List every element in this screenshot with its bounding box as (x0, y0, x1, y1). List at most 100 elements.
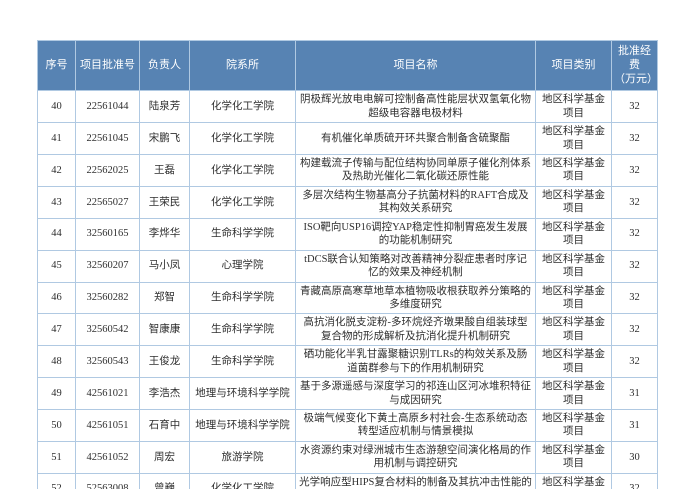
cell-grant-no: 52563008 (75, 472, 140, 489)
cell-pi: 王俊龙 (139, 345, 190, 379)
cell-grant-no: 42561051 (75, 409, 140, 442)
cell-category: 地区科学基金项目 (535, 409, 612, 442)
project-row: 41 22561045 宋鹏飞 化学化工学院 有机催化单质硫开环共聚合制备含硫聚… (37, 122, 658, 155)
cell-funding: 32 (611, 217, 658, 251)
cell-no: 44 (37, 217, 76, 251)
cell-department: 生命科学学院 (189, 345, 296, 379)
cell-pi: 李烨华 (139, 217, 190, 251)
cell-grant-no: 22561045 (75, 122, 140, 155)
cell-funding: 32 (611, 154, 658, 187)
cell-title: 有机催化单质硫开环共聚合制备含硫聚酯 (295, 122, 536, 155)
col-header-pi: 负责人 (139, 39, 190, 92)
cell-title: 青藏高原高寒草地草本植物吸收根获取养分策略的多维度研究 (295, 281, 536, 315)
cell-grant-no: 22562025 (75, 154, 140, 187)
cell-no: 48 (37, 345, 76, 379)
cell-funding: 32 (611, 472, 658, 489)
cell-grant-no: 32560207 (75, 249, 140, 283)
cell-pi: 郑智 (139, 281, 190, 315)
cell-title: 水资源约束对绿洲城市生态游憩空间演化格局的作用机制与调控研究 (295, 440, 536, 474)
funded-projects-table: 序号 项目批准号 负责人 院系所 项目名称 项目类别 批准经费 （万元） 40 … (37, 39, 658, 489)
table-body: 40 22561044 陆泉芳 化学化工学院 阴极辉光放电电解可控制备高性能层状… (37, 90, 658, 489)
cell-category: 地区科学基金项目 (535, 185, 612, 219)
cell-department: 地理与环境科学学院 (189, 377, 296, 410)
cell-funding: 32 (611, 249, 658, 283)
cell-department: 心理学院 (189, 249, 296, 283)
cell-category: 地区科学基金项目 (535, 90, 612, 124)
cell-funding: 32 (611, 122, 658, 155)
cell-department: 化学化工学院 (189, 90, 296, 124)
cell-title: 高抗消化脱支淀粉-多环烷烃齐墩果酸自组装球型复合物的形成解析及抗消化提升机制研究 (295, 313, 536, 347)
cell-funding: 31 (611, 377, 658, 410)
cell-department: 化学化工学院 (189, 472, 296, 489)
cell-grant-no: 22561044 (75, 90, 140, 124)
cell-funding: 32 (611, 281, 658, 315)
project-row: 42 22562025 王磊 化学化工学院 构建载流子传输与配位结构协同单原子催… (37, 154, 658, 187)
cell-department: 地理与环境科学学院 (189, 409, 296, 442)
cell-title: 极端气候变化下黄土高原乡村社会-生态系统动态转型适应机制与情景模拟 (295, 409, 536, 442)
col-header-no: 序号 (37, 39, 76, 92)
table-header: 序号 项目批准号 负责人 院系所 项目名称 项目类别 批准经费 （万元） (37, 39, 658, 92)
cell-title: 多层次结构生物基高分子抗菌材料的RAFT合成及其构效关系研究 (295, 185, 536, 219)
cell-category: 地区科学基金项目 (535, 472, 612, 489)
cell-title: 阴极辉光放电电解可控制备高性能层状双氢氧化物超级电容器电极材料 (295, 90, 536, 124)
cell-category: 地区科学基金项目 (535, 345, 612, 379)
cell-no: 45 (37, 249, 76, 283)
cell-pi: 王荣民 (139, 185, 190, 219)
cell-no: 40 (37, 90, 76, 124)
cell-no: 43 (37, 185, 76, 219)
cell-funding: 30 (611, 440, 658, 474)
cell-category: 地区科学基金项目 (535, 377, 612, 410)
cell-pi: 李浩杰 (139, 377, 190, 410)
cell-funding: 32 (611, 313, 658, 347)
cell-category: 地区科学基金项目 (535, 217, 612, 251)
project-row: 48 32560543 王俊龙 生命科学学院 硒功能化半乳甘露聚糖识别TLRs的… (37, 345, 658, 379)
cell-no: 51 (37, 440, 76, 474)
cell-category: 地区科学基金项目 (535, 122, 612, 155)
project-row: 44 32560165 李烨华 生命科学学院 ISO靶向USP16调控YAP稳定… (37, 217, 658, 251)
cell-pi: 智康康 (139, 313, 190, 347)
cell-funding: 32 (611, 185, 658, 219)
cell-no: 42 (37, 154, 76, 187)
cell-department: 生命科学学院 (189, 313, 296, 347)
cell-grant-no: 42561021 (75, 377, 140, 410)
cell-title: 光学响应型HIPS复合材料的制备及其抗冲击性能的光学实时监测 (295, 472, 536, 489)
cell-title: tDCS联合认知策略对改善精神分裂症患者时序记忆的效果及神经机制 (295, 249, 536, 283)
project-row: 43 22565027 王荣民 化学化工学院 多层次结构生物基高分子抗菌材料的R… (37, 185, 658, 219)
cell-no: 49 (37, 377, 76, 410)
cell-department: 化学化工学院 (189, 154, 296, 187)
cell-grant-no: 32560165 (75, 217, 140, 251)
cell-funding: 32 (611, 345, 658, 379)
cell-category: 地区科学基金项目 (535, 249, 612, 283)
project-row: 51 42561052 周宏 旅游学院 水资源约束对绿洲城市生态游憩空间演化格局… (37, 440, 658, 474)
cell-department: 旅游学院 (189, 440, 296, 474)
col-header-grant-no: 项目批准号 (75, 39, 140, 92)
cell-no: 41 (37, 122, 76, 155)
cell-category: 地区科学基金项目 (535, 440, 612, 474)
cell-pi: 周宏 (139, 440, 190, 474)
col-header-funding: 批准经费 （万元） (611, 39, 658, 92)
cell-department: 化学化工学院 (189, 185, 296, 219)
project-row: 45 32560207 马小凤 心理学院 tDCS联合认知策略对改善精神分裂症患… (37, 249, 658, 283)
cell-grant-no: 22565027 (75, 185, 140, 219)
cell-funding: 31 (611, 409, 658, 442)
cell-grant-no: 42561052 (75, 440, 140, 474)
cell-no: 52 (37, 472, 76, 489)
project-row: 40 22561044 陆泉芳 化学化工学院 阴极辉光放电电解可控制备高性能层状… (37, 90, 658, 124)
cell-category: 地区科学基金项目 (535, 154, 612, 187)
cell-department: 生命科学学院 (189, 217, 296, 251)
cell-no: 50 (37, 409, 76, 442)
cell-pi: 宋鹏飞 (139, 122, 190, 155)
cell-funding: 32 (611, 90, 658, 124)
project-row: 46 32560282 郑智 生命科学学院 青藏高原高寒草地草本植物吸收根获取养… (37, 281, 658, 315)
cell-department: 化学化工学院 (189, 122, 296, 155)
cell-pi: 王磊 (139, 154, 190, 187)
cell-pi: 马小凤 (139, 249, 190, 283)
cell-grant-no: 32560543 (75, 345, 140, 379)
cell-no: 47 (37, 313, 76, 347)
cell-title: 硒功能化半乳甘露聚糖识别TLRs的构效关系及肠道菌群参与下的作用机制研究 (295, 345, 536, 379)
cell-pi: 曾巍 (139, 472, 190, 489)
project-row: 47 32560542 智康康 生命科学学院 高抗消化脱支淀粉-多环烷烃齐墩果酸… (37, 313, 658, 347)
cell-title: 构建载流子传输与配位结构协同单原子催化剂体系及热助光催化二氧化碳还原性能 (295, 154, 536, 187)
cell-no: 46 (37, 281, 76, 315)
